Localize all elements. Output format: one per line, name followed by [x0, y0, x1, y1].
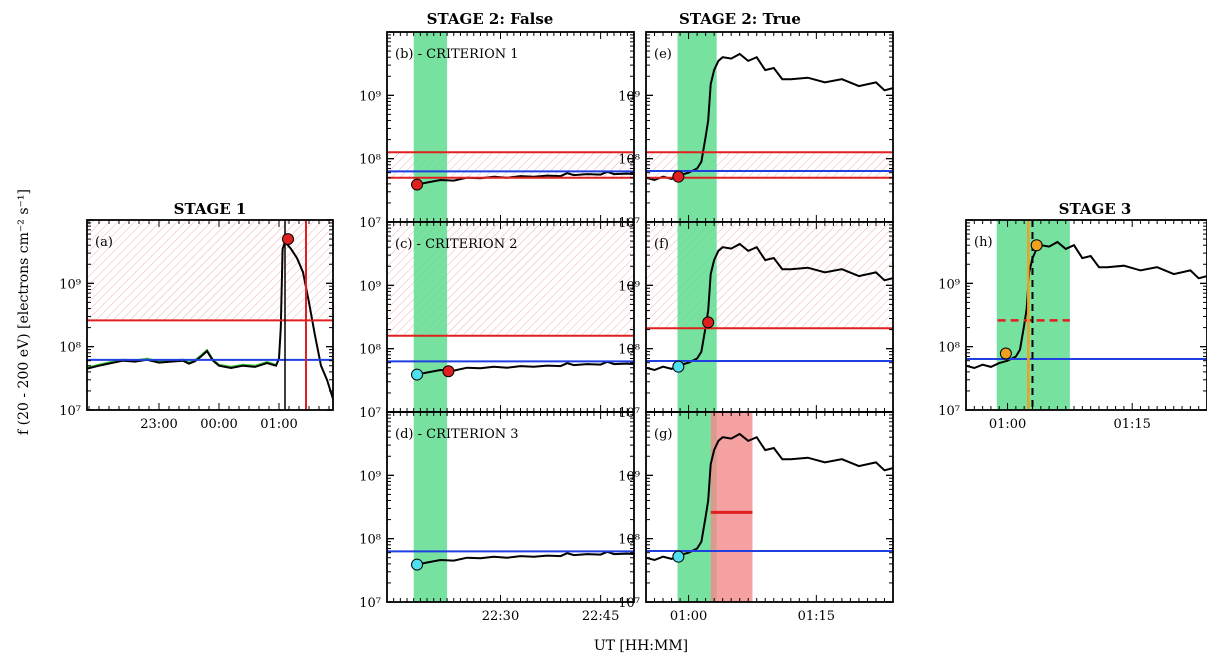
x-axis-label: UT [HH:MM]: [594, 638, 688, 654]
search-window: [413, 32, 448, 222]
panel-label: (b) - CRITERION 1: [395, 47, 519, 62]
marker-cyan-0: [411, 368, 424, 381]
peak-marker: [282, 233, 294, 246]
y-tick-label: 10⁹: [618, 469, 640, 484]
title-stage2-false: STAGE 2: False: [427, 10, 554, 28]
x-tick-label: 01:00: [260, 417, 297, 432]
y-tick-label: 10⁸: [359, 343, 381, 358]
panel-g-plot-area: [646, 412, 893, 602]
panel-label: (e): [654, 47, 672, 62]
y-tick-label: 10⁸: [938, 341, 960, 356]
x-tick-label: 01:00: [989, 417, 1026, 432]
panel-f-plot-area: [646, 222, 893, 412]
y-tick-label: 10⁸: [618, 533, 640, 548]
marker-cyan-0: [411, 558, 424, 571]
panel-frame: [386, 411, 635, 603]
search-window: [677, 32, 717, 222]
flux-line: [646, 432, 893, 562]
panel-d-plot-area: [387, 412, 634, 602]
marker-orange-1: [1030, 239, 1043, 252]
y-tick-label: 10⁷: [359, 406, 381, 421]
y-tick-label: 10⁷: [618, 216, 640, 231]
y-axis-label: f (20 - 200 eV) [electrons cm⁻² s⁻¹]: [16, 189, 32, 435]
panel-h-plot-area: [966, 220, 1207, 410]
panel-label: (f): [654, 237, 669, 252]
panel-frame: [965, 219, 1207, 411]
y-tick-label: 10⁷: [359, 216, 381, 231]
y-tick-label: 10⁷: [59, 404, 81, 419]
panel-a-plot-area: [87, 220, 333, 410]
y-tick-label: 10⁹: [59, 277, 81, 292]
panel-c-plot-area: [387, 222, 634, 412]
panel-frame: [86, 219, 334, 411]
y-tick-label: 10⁹: [359, 469, 381, 484]
panel-a: 10⁷ 10⁸ 10⁹ 23:00 00:00 01:00 (a): [59, 219, 334, 432]
y-tick-label: 10⁹: [938, 277, 960, 292]
panel-label: (h): [974, 235, 993, 250]
marker-red-1: [702, 316, 715, 329]
y-tick-label: 10⁷: [938, 404, 960, 419]
panel-label: (g): [654, 427, 672, 442]
panel-frame: [645, 411, 894, 603]
y-tick-label: 10⁹: [618, 89, 640, 104]
panel-label: (c) - CRITERION 2: [395, 237, 517, 252]
x-tick-label: 22:30: [482, 609, 519, 624]
panel-f: 10⁷ 10⁸ 10⁹ (f): [618, 221, 894, 421]
panel-b: 10⁷ 10⁸ 10⁹ (b) - CRITERION 1: [359, 31, 635, 231]
y-tick-label: 10⁷: [359, 596, 381, 611]
y-tick-label: 10⁸: [618, 153, 640, 168]
title-stage1: STAGE 1: [174, 200, 247, 218]
marker-cyan-0: [672, 550, 685, 563]
flux-line: [966, 240, 1207, 370]
marker-red-1: [442, 365, 455, 378]
x-tick-label: 23:00: [140, 417, 177, 432]
search-window: [677, 412, 717, 602]
panel-e: 10⁷ 10⁸ 10⁹ (e): [618, 31, 894, 231]
y-tick-label: 10⁹: [359, 89, 381, 104]
y-tick-label: 10⁸: [59, 341, 81, 356]
y-tick-label: 10⁸: [359, 533, 381, 548]
title-stage3: STAGE 3: [1059, 200, 1132, 218]
search-window: [413, 222, 448, 412]
panel-d: 10⁷ 10⁸ 10⁹ 22:30 22:45 (d) - CRITERION 3: [359, 411, 635, 624]
search-window: [413, 412, 448, 602]
panel-g: 10⁷ 10⁸ 10⁹ 01:00 01:15 (g): [618, 411, 894, 624]
x-tick-label: 00:00: [200, 417, 237, 432]
panel-b-plot-area: [387, 32, 634, 222]
flux-line: [416, 550, 634, 566]
x-tick-label: 01:15: [798, 609, 835, 624]
y-tick-label: 10⁹: [618, 279, 640, 294]
marker-red-0: [672, 170, 685, 183]
flux-line: [646, 52, 893, 182]
x-tick-label: 01:00: [670, 609, 707, 624]
x-tick-label: 22:45: [582, 609, 619, 624]
marker-red-0: [411, 178, 424, 191]
marker-orange-0: [999, 347, 1012, 360]
x-tick-label: 01:15: [1113, 417, 1150, 432]
panel-label: (a): [95, 235, 113, 250]
y-tick-label: 10⁷: [618, 596, 640, 611]
title-stage2-true: STAGE 2: True: [679, 10, 801, 28]
y-tick-label: 10⁷: [618, 406, 640, 421]
panel-h: 10⁷ 10⁸ 10⁹ 01:00 01:15 (h): [938, 219, 1207, 432]
exceedance-region: [87, 220, 333, 321]
y-tick-label: 10⁸: [618, 343, 640, 358]
y-tick-label: 10⁸: [359, 153, 381, 168]
y-tick-label: 10⁹: [359, 279, 381, 294]
panel-e-plot-area: [646, 32, 893, 222]
marker-cyan-0: [672, 360, 685, 373]
panel-c: 10⁷ 10⁸ 10⁹ (c) - CRITERION 2: [359, 221, 635, 421]
flux-line: [646, 242, 893, 372]
panel-label: (d) - CRITERION 3: [395, 427, 519, 442]
